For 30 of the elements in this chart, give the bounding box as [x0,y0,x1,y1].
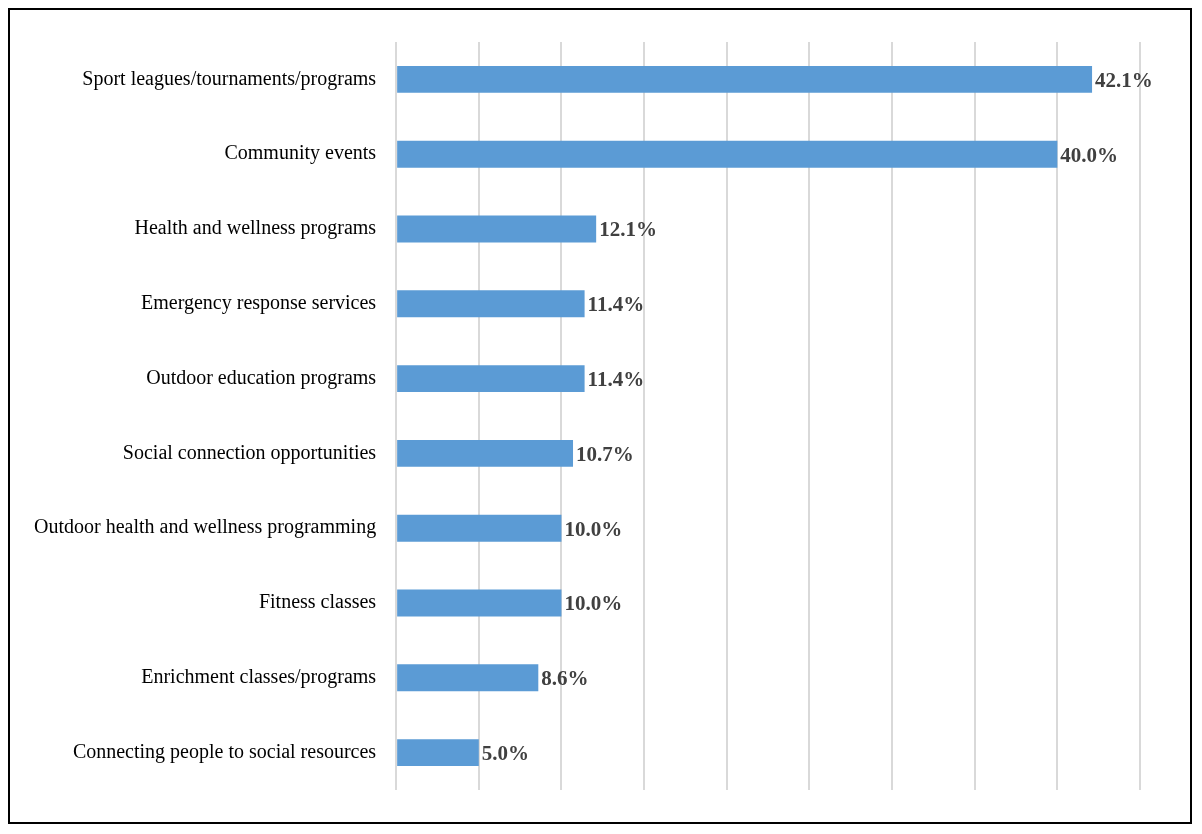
data-label: 10.0% [564,591,623,616]
data-label: 12.1% [599,217,657,242]
data-label: 11.4% [587,367,645,392]
data-label: 11.4% [587,292,645,317]
y-tick-label: Outdoor health and wellness programming [33,515,377,539]
bar [397,589,562,617]
bar [397,365,585,393]
y-tick-label: Fitness classes [258,590,377,613]
bar [397,140,1058,168]
bar [397,290,585,318]
data-label: 42.1% [1095,67,1153,92]
data-label: 10.7% [576,441,634,466]
y-tick-label: Connecting people to social resources [72,739,377,763]
bar [397,439,574,467]
y-tick-label: Community events [224,141,377,165]
data-label: 10.0% [564,516,623,541]
bar [397,739,479,767]
y-tick-label: Sport leagues/tournaments/programs [82,66,377,90]
y-tick-label: Health and wellness programs [134,216,377,240]
data-label: 8.6% [541,666,589,691]
bar [397,215,597,243]
y-tick-label: Emergency response services [141,291,377,315]
y-tick-label: Social connection opportunities [122,440,377,464]
y-tick-label: Outdoor education programs [146,365,377,389]
y-tick-label: Enrichment classes/programs [141,665,377,689]
bar [397,65,1093,93]
bar [397,664,539,692]
data-label: 5.0% [481,741,530,766]
bar [397,514,562,542]
data-label: 40.0% [1060,142,1119,167]
